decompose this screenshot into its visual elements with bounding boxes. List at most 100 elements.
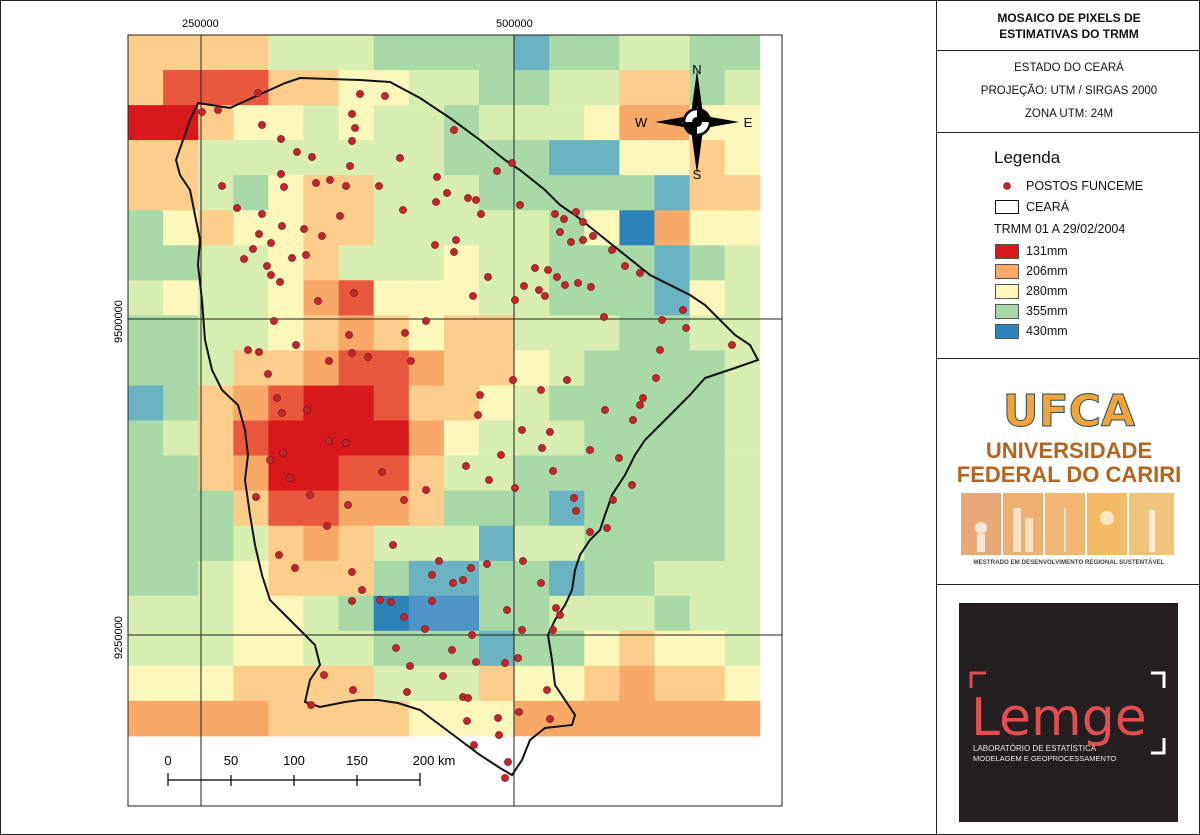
raster-pixel <box>268 630 304 667</box>
raster-pixel <box>514 350 550 386</box>
station-point <box>240 255 248 263</box>
raster-pixel <box>128 525 164 562</box>
grid-label-top-250000: 250000 <box>182 18 219 30</box>
station-point <box>484 273 492 281</box>
station-point <box>326 176 334 184</box>
grid-label-left-9250000: 9250000 <box>113 616 125 659</box>
station-point <box>267 271 275 279</box>
raster-pixel <box>268 35 304 71</box>
raster-pixel <box>233 175 269 211</box>
station-point <box>342 182 350 190</box>
raster-pixel <box>338 560 375 597</box>
raster-pixel <box>128 210 164 246</box>
station-point <box>323 522 331 530</box>
raster-pixel <box>584 700 620 737</box>
legend-class-280mm: 280mm <box>994 282 1068 300</box>
station-point <box>263 262 271 270</box>
raster-pixel <box>549 175 585 211</box>
station-point <box>325 437 333 445</box>
raster-pixel <box>408 35 445 71</box>
legend-class-430mm: 430mm <box>994 322 1068 340</box>
station-point <box>544 266 552 274</box>
station-point <box>511 296 519 304</box>
state-label: ESTADO DO CEARÁ <box>1014 62 1124 74</box>
raster-pixel <box>689 560 726 597</box>
raster-pixel <box>408 140 445 176</box>
lemge-logo: Lemge LABORATÓRIO DE ESTATÍSTICA MODELAG… <box>959 603 1178 822</box>
raster-pixel <box>654 665 690 702</box>
station-point <box>344 501 352 509</box>
station-point <box>459 576 467 584</box>
station-point <box>485 476 493 484</box>
station-point <box>435 557 443 565</box>
raster-pixel <box>689 315 726 351</box>
raster-pixel <box>479 245 515 281</box>
raster-pixel <box>514 525 550 562</box>
raster-pixel <box>408 490 445 526</box>
raster-pixel <box>689 420 726 456</box>
raster-pixel <box>549 700 585 737</box>
station-point <box>579 218 587 226</box>
raster-pixel <box>163 315 199 351</box>
legend-swatch <box>995 283 1019 299</box>
station-point <box>572 507 580 515</box>
ufca-logo-box: UFCA UNIVERSIDADE FEDERAL DO CARIRI MEST… <box>937 358 1200 585</box>
raster-pixel <box>373 70 410 106</box>
station-point <box>273 394 281 402</box>
raster-pixel <box>689 595 726 632</box>
raster-pixel <box>198 455 234 491</box>
raster-pixel <box>408 280 445 316</box>
raster-pixel <box>654 490 690 526</box>
raster-pixel <box>338 665 375 702</box>
station-point <box>376 596 384 604</box>
station-point <box>422 486 430 494</box>
raster-pixel <box>338 455 375 491</box>
raster-pixel <box>724 700 761 737</box>
raster-pixel <box>303 105 339 141</box>
raster-pixel <box>373 105 410 141</box>
station-point <box>303 406 311 414</box>
station-point <box>570 494 578 502</box>
station-point <box>351 124 359 132</box>
raster-pixel <box>163 525 199 562</box>
raster-pixel <box>724 525 761 562</box>
raster-pixel <box>514 105 550 141</box>
station-point <box>254 89 262 97</box>
raster-pixel <box>549 385 585 421</box>
station-point <box>556 611 564 619</box>
raster-pixel <box>689 35 726 71</box>
ufca-logo: UFCA UNIVERSIDADE FEDERAL DO CARIRI MEST… <box>957 386 1182 567</box>
raster-pixel <box>408 700 445 737</box>
station-point <box>504 758 512 766</box>
legend-class-206mm: 206mm <box>994 262 1068 280</box>
station-point <box>472 196 480 204</box>
raster-pixel <box>268 560 304 597</box>
raster-pixel <box>514 245 550 281</box>
station-point <box>401 329 409 337</box>
station-point <box>563 376 571 384</box>
raster-pixel <box>268 280 304 316</box>
raster-pixel <box>163 455 199 491</box>
raster-pixel <box>479 105 515 141</box>
north-arrow-compass <box>655 70 739 174</box>
raster-pixel <box>549 70 585 106</box>
station-point <box>449 579 457 587</box>
station-point <box>464 694 472 702</box>
raster-pixel <box>233 35 269 71</box>
raster-pixel <box>198 245 234 281</box>
raster-pixel <box>408 560 445 597</box>
station-point <box>472 658 480 666</box>
station-point <box>463 717 471 725</box>
station-point <box>656 346 664 354</box>
raster-pixel <box>373 630 410 667</box>
raster-pixel <box>443 525 480 562</box>
station-point <box>378 468 386 476</box>
raster-pixel <box>443 350 480 386</box>
station-point <box>443 189 451 197</box>
raster-pixel <box>724 420 761 456</box>
raster-pixel <box>303 455 339 491</box>
raster-pixel <box>689 630 726 667</box>
raster-pixel <box>233 280 269 316</box>
station-point <box>508 159 516 167</box>
raster-pixel <box>128 175 164 211</box>
